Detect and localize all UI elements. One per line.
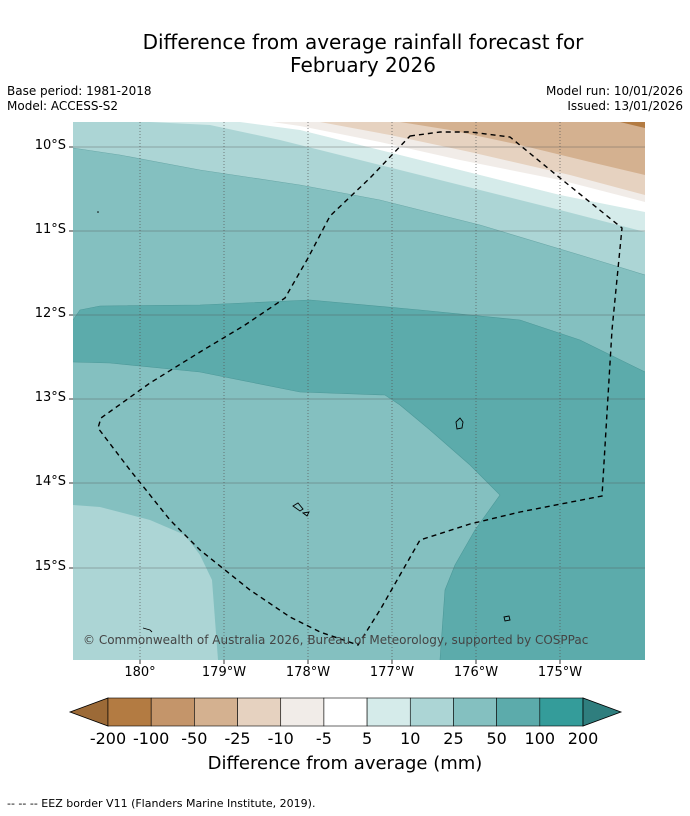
latitude-lines (73, 146, 645, 569)
island (503, 615, 511, 622)
base-period: Base period: 1981-2018 (7, 84, 152, 98)
colorbar-tick-label: 10 (400, 729, 421, 748)
colorbar-extend-low (68, 697, 109, 727)
colorbar-segment (150, 697, 195, 727)
island (97, 211, 99, 213)
lat-label-14s: 14°S (34, 474, 66, 489)
title-line-2: February 2026 (290, 53, 436, 77)
island (142, 627, 153, 633)
colorbar-tick-label: -50 (181, 729, 208, 748)
map-title: Difference from average rainfall forecas… (0, 31, 690, 77)
colorbar-extend-high (582, 697, 623, 727)
issued-date: Issued: 13/01/2026 (567, 99, 683, 113)
lon-label-176w: 176°W (453, 665, 499, 680)
lat-label-15s: 15°S (34, 559, 66, 574)
band-sw-10-25 (73, 505, 218, 660)
colorbar-tick-label: -5 (315, 729, 332, 748)
lon-label-177w: 177°W (369, 665, 415, 680)
meta-left: Base period: 1981-2018 Model: ACCESS-S2 (7, 84, 152, 114)
model-name: Model: ACCESS-S2 (7, 99, 119, 113)
lat-label-11s: 11°S (34, 222, 66, 237)
eez-border-note: -- -- -- EEZ border V11 (Flanders Marine… (7, 797, 316, 810)
colorbar-segment (280, 697, 325, 727)
lon-label-180: 180° (124, 665, 156, 680)
island (301, 511, 310, 517)
band-50-100 (73, 300, 645, 660)
colorbar-tick-label: 100 (524, 729, 556, 748)
island (455, 417, 464, 430)
colorbar-segment (453, 697, 497, 727)
island (292, 502, 304, 512)
colorbar-tick-label: 50 (486, 729, 507, 748)
colorbar-tick-label: -25 (224, 729, 251, 748)
band-minus50 (620, 122, 645, 128)
colorbar-tick-label: -100 (133, 729, 170, 748)
lat-label-10s: 10°S (34, 138, 66, 153)
lon-label-175w: 175°W (537, 665, 583, 680)
colorbar-segment (366, 697, 411, 727)
colorbar-tick-label: -10 (267, 729, 294, 748)
colorbar-segment (496, 697, 541, 727)
colorbar-tick-label: 5 (361, 729, 373, 748)
colorbar-tick-label: 200 (567, 729, 599, 748)
colorbar-tick-label: 25 (443, 729, 464, 748)
model-run: Model run: 10/01/2026 (545, 84, 683, 98)
colorbar-segment (194, 697, 238, 727)
meta-right: Model run: 10/01/2026 Issued: 13/01/2026 (546, 84, 683, 114)
lat-label-12s: 12°S (34, 306, 66, 321)
colorbar-segment (237, 697, 282, 727)
colorbar-segment (323, 697, 368, 727)
lon-label-178w: 178°W (285, 665, 331, 680)
colorbar-segment (539, 697, 584, 727)
colorbar-segment (409, 697, 454, 727)
colorbar-title: Difference from average (mm) (207, 753, 483, 774)
band-minus25 (315, 122, 645, 175)
axis-ticks (69, 146, 561, 664)
lat-label-13s: 13°S (34, 390, 66, 405)
colorbar-tick-label: -200 (89, 729, 127, 748)
colorbar-segment (107, 697, 152, 727)
lon-label-179w: 179°W (201, 665, 247, 680)
title-line-1: Difference from average rainfall forecas… (142, 30, 584, 54)
copyright-notice: © Commonwealth of Australia 2026, Bureau… (83, 633, 589, 647)
